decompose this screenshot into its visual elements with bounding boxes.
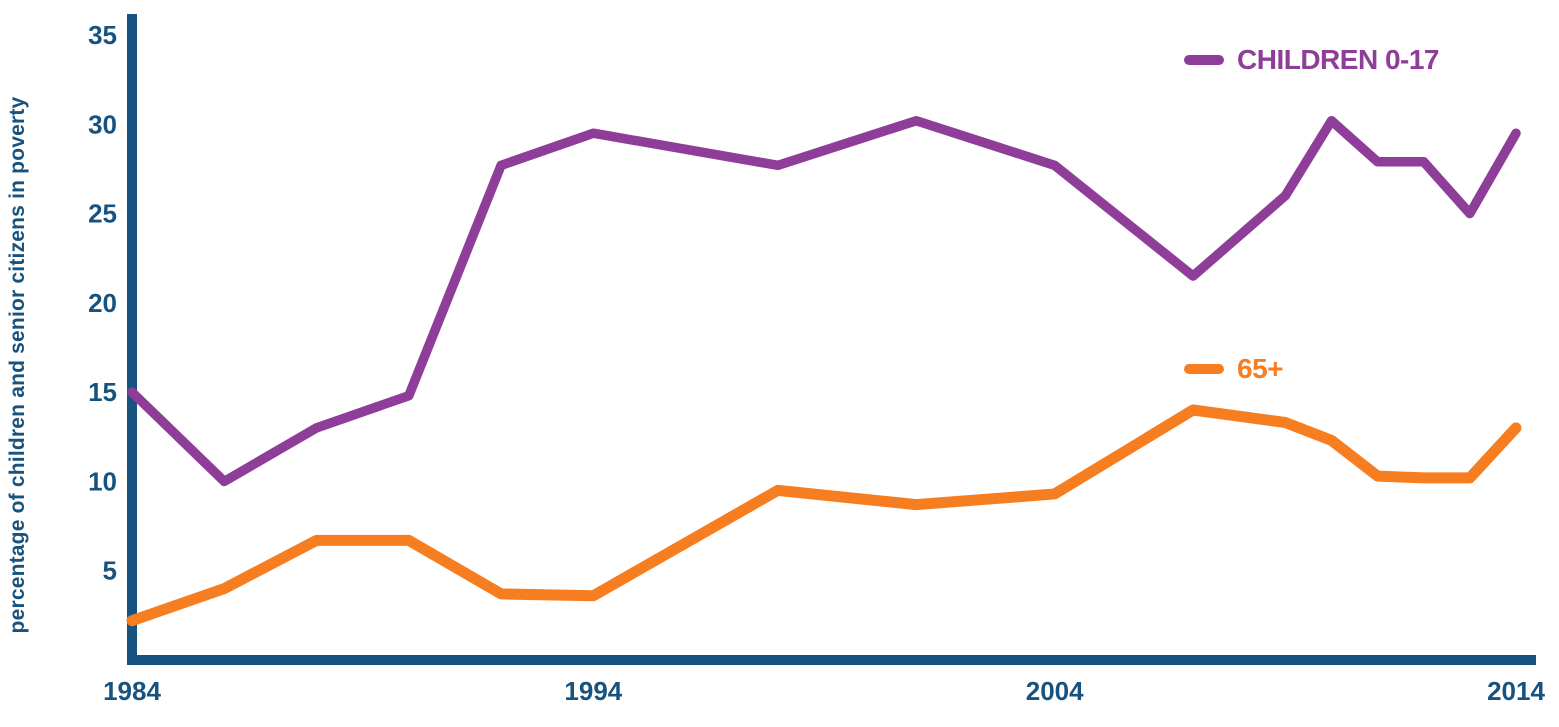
x-tick-label: 2004 bbox=[1026, 676, 1084, 706]
y-tick-label: 10 bbox=[88, 466, 117, 496]
x-tick-label: 1994 bbox=[564, 676, 622, 706]
legend-item-children: CHILDREN 0-17 bbox=[1184, 44, 1439, 76]
legend-item-seniors: 65+ bbox=[1184, 353, 1284, 385]
y-tick-label: 5 bbox=[103, 556, 117, 586]
y-tick-label: 35 bbox=[88, 20, 117, 50]
x-tick-label: 2014 bbox=[1487, 676, 1545, 706]
y-tick-label: 15 bbox=[88, 377, 117, 407]
series-line-65-plus bbox=[126, 404, 1522, 627]
y-tick-label: 30 bbox=[88, 109, 117, 139]
legend-seniors-line-swatch bbox=[1184, 364, 1224, 374]
x-tick-label: 1984 bbox=[103, 676, 161, 706]
legend-seniors-label: 65+ bbox=[1237, 353, 1284, 384]
y-tick-label: 25 bbox=[88, 199, 117, 229]
legend-children-line-swatch bbox=[1184, 55, 1224, 65]
y-tick-label: 20 bbox=[88, 288, 117, 318]
series-line-children-0-17 bbox=[127, 115, 1521, 487]
legend-children-label: CHILDREN 0-17 bbox=[1237, 44, 1439, 75]
